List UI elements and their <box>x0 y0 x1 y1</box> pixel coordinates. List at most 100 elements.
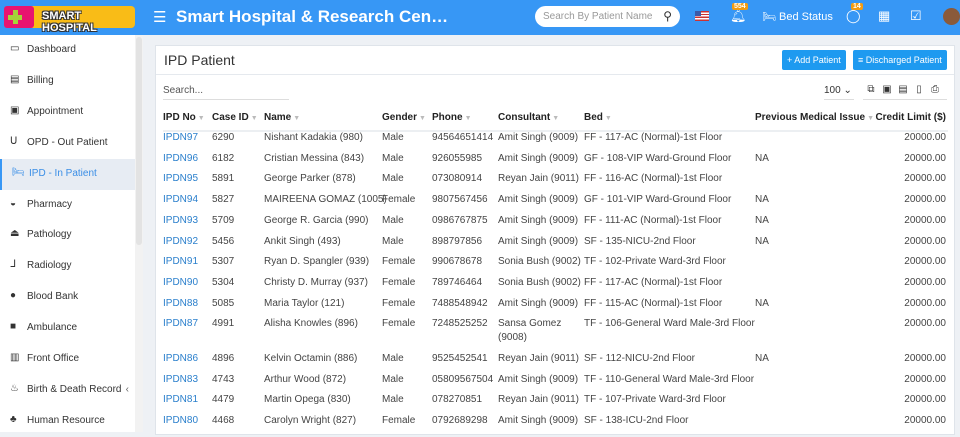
case-id: 5085 <box>212 297 235 309</box>
credit-limit: 20000.00 <box>904 173 946 185</box>
patient-name: MAIREENA GOMAZ (1005) <box>264 194 387 206</box>
bed: GF - 108-VIP Ward-Ground Floor <box>584 152 732 164</box>
credit-limit: 20000.00 <box>904 132 946 143</box>
building-icon: ▥ <box>10 352 20 363</box>
logo[interactable]: SMART HOSPITAL <box>4 6 135 34</box>
column-header[interactable]: Consultant ▼ <box>498 112 559 123</box>
discharged-patient-button[interactable]: ≡ Discharged Patient <box>853 50 947 70</box>
consultant: Amit Singh (9009) <box>498 194 579 206</box>
column-header[interactable]: Phone ▼ <box>432 112 472 123</box>
credit-limit: 20000.00 <box>904 276 946 288</box>
phone: 0792689298 <box>432 414 488 426</box>
search-icon[interactable]: ⚲ <box>663 9 672 23</box>
ipd-no-link[interactable]: IPDN91 <box>163 256 199 268</box>
phone: 7488548942 <box>432 297 488 309</box>
credit-limit: 20000.00 <box>904 394 946 406</box>
add-patient-button[interactable]: + Add Patient <box>782 50 846 70</box>
ipd-no-link[interactable]: IPDN94 <box>163 194 199 206</box>
sidebar-item-billing[interactable]: ▤ Billing <box>0 66 135 97</box>
tint-icon: ● <box>10 290 17 302</box>
sidebar-item-radiology[interactable]: ᒧ Radiology <box>0 251 135 282</box>
patient-name: Nishant Kadakia (980) <box>264 132 363 143</box>
phone: 0986767875 <box>432 214 488 226</box>
bed-status-button[interactable]: 🛏︎ Bed Status <box>762 10 833 23</box>
consultant: Amit Singh (9009) <box>498 373 579 385</box>
bed: FF - 117-AC (Normal)-1st Floor <box>584 276 723 288</box>
page-size-select[interactable]: 100 ⌄ <box>824 85 854 100</box>
sort-icon: ▼ <box>867 115 874 122</box>
whatsapp-icon[interactable]: ◯ <box>846 8 861 23</box>
copy-icon[interactable]: ⧉ <box>867 84 875 95</box>
bed-icon: 🛏︎ <box>762 11 780 23</box>
column-header[interactable]: Gender ▼ <box>382 112 426 123</box>
sidebar-item-label: Radiology <box>27 260 72 272</box>
column-header[interactable]: Case ID ▼ <box>212 112 258 123</box>
sidebar-item-dashboard[interactable]: ▭ Dashboard <box>0 35 135 66</box>
calendar-icon[interactable]: ▦ <box>878 8 891 23</box>
case-id: 5891 <box>212 173 235 185</box>
gender: Male <box>382 235 404 247</box>
gender: Male <box>382 214 404 226</box>
task-check-icon[interactable]: ☑ <box>910 8 922 23</box>
sidebar-item-human-resource[interactable]: ♣ Human Resource <box>0 406 135 437</box>
patient-name: Ryan D. Spangler (939) <box>264 256 370 268</box>
ipd-no-link[interactable]: IPDN96 <box>163 152 199 164</box>
case-id: 5827 <box>212 194 235 206</box>
sidebar-item-pharmacy[interactable]: ◒ Pharmacy <box>0 190 135 221</box>
sidebar: ▭ Dashboard ▤ Billing ▣ Appointment ᑌ OPD - Out… <box>0 35 143 432</box>
ipd-no-link[interactable]: IPDN87 <box>163 318 199 330</box>
sidebar-item-ipd-in-patient[interactable]: 🛏︎ IPD - In Patient <box>0 158 135 190</box>
sidebar-item-opd-out-patient[interactable]: ᑌ OPD - Out Patient <box>0 128 135 159</box>
column-header[interactable]: Bed ▼ <box>584 112 612 123</box>
sidebar-item-ambulance[interactable]: ■ Ambulance <box>0 313 135 344</box>
column-label: Consultant <box>498 112 551 123</box>
csv-icon[interactable]: ▤ <box>898 84 908 95</box>
ipd-no-link[interactable]: IPDN95 <box>163 173 199 185</box>
sidebar-item-front-office[interactable]: ▥ Front Office <box>0 344 135 375</box>
ipd-no-link[interactable]: IPDN81 <box>163 394 199 406</box>
print-icon[interactable]: ⎙ <box>931 84 939 95</box>
previous-medical-issue: NA <box>755 194 769 206</box>
ipd-no-link[interactable]: IPDN90 <box>163 276 199 288</box>
column-header[interactable]: IPD No ▼ <box>163 112 205 123</box>
ipd-no-link[interactable]: IPDN88 <box>163 297 199 309</box>
sort-icon: ▼ <box>197 115 205 122</box>
previous-medical-issue: NA <box>755 297 769 309</box>
logo-cross-icon <box>4 6 34 28</box>
ipd-no-link[interactable]: IPDN83 <box>163 373 199 385</box>
credit-limit: 20000.00 <box>904 194 946 206</box>
phone: 990678678 <box>432 256 483 268</box>
ipd-no-link[interactable]: IPDN92 <box>163 235 199 247</box>
ipd-no-link[interactable]: IPDN86 <box>163 352 199 364</box>
patient-search-input[interactable]: Search By Patient Name ⚲ <box>535 6 680 27</box>
gender: Male <box>382 373 404 385</box>
column-header[interactable]: Previous Medical Issue ▼ <box>755 112 874 123</box>
sidebar-item-birth-death-record[interactable]: ♨ Birth & Death Record ‹ <box>0 375 135 406</box>
gender: Male <box>382 352 404 364</box>
bell-icon[interactable]: 🔔︎ <box>730 8 747 23</box>
excel-icon[interactable]: ▣ <box>882 84 892 95</box>
case-id: 5304 <box>212 276 235 288</box>
user-avatar[interactable] <box>943 8 960 25</box>
case-id: 4468 <box>212 414 235 426</box>
sidebar-item-appointment[interactable]: ▣ Appointment <box>0 97 135 128</box>
sidebar-scrollbar-thumb[interactable] <box>136 37 142 245</box>
pdf-icon[interactable]: ▯ <box>916 84 922 95</box>
hamburger-menu-icon[interactable]: ☰ <box>153 9 167 26</box>
patient-name: George R. Garcia (990) <box>264 214 369 226</box>
consultant: Amit Singh (9009) <box>498 152 579 164</box>
sidebar-item-label: Human Resource <box>27 414 105 426</box>
sidebar-item-pathology[interactable]: ⏏ Pathology <box>0 220 135 251</box>
sidebar-item-blood-bank[interactable]: ● Blood Bank <box>0 282 135 313</box>
flask-icon: ⏏ <box>10 228 20 240</box>
ipd-no-link[interactable]: IPDN93 <box>163 214 199 226</box>
us-flag-icon[interactable] <box>695 11 709 21</box>
ipd-no-link[interactable]: IPDN97 <box>163 132 199 143</box>
case-id: 6290 <box>212 132 235 143</box>
ipd-no-link[interactable]: IPDN80 <box>163 414 199 426</box>
column-header[interactable]: Credit Limit ($) <box>875 112 946 123</box>
phone: 05809567504 <box>432 373 494 385</box>
table-search-input[interactable]: Search... <box>163 85 289 100</box>
column-header[interactable]: Name ▼ <box>264 112 300 123</box>
patient-name: Martin Opega (830) <box>264 394 351 406</box>
